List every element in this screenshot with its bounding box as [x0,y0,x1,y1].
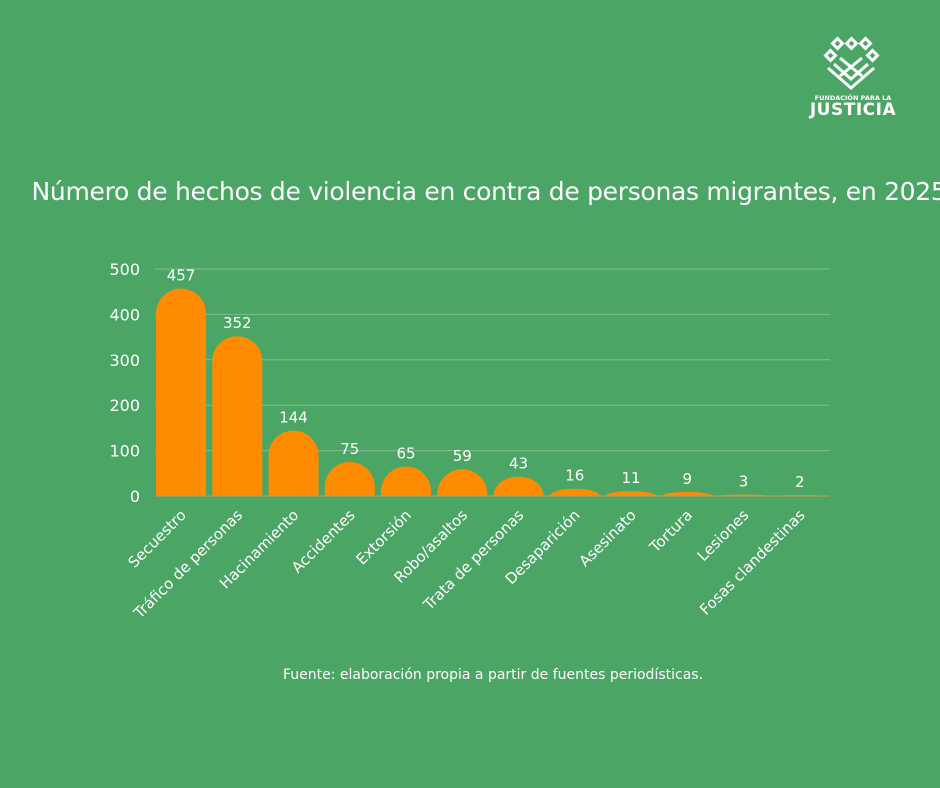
y-tick-label: 500 [109,260,140,279]
x-tick-label: Tráfico de personas [130,506,247,623]
bar [774,495,825,496]
y-tick-label: 400 [109,305,140,324]
logo-text-line2: JUSTICIA [809,100,897,120]
bar [718,494,769,496]
logo: FUNDACIÓN PARA LA JUSTICIA [808,36,898,126]
data-label: 457 [167,267,196,285]
x-tick-label: Lesiones [694,506,753,565]
data-label: 3 [739,473,749,491]
x-tick-label: Asesinato [575,506,639,570]
data-label: 352 [223,314,252,332]
bar [493,476,544,496]
source-note: Fuente: elaboración propia a partir de f… [282,667,704,683]
y-tick-label: 300 [109,351,140,370]
data-label: 9 [683,470,693,488]
data-label: 11 [621,469,640,487]
y-tick-label: 0 [130,487,140,506]
logo-icon [823,36,880,90]
bar [437,469,488,496]
logo-text-line1: FUNDACIÓN PARA LA [814,94,892,102]
bar [156,288,207,496]
y-tick-label: 200 [109,396,140,415]
y-tick-label: 100 [109,442,140,461]
bar [212,336,263,496]
data-label: 75 [340,440,359,458]
x-tick-label: Trata de personas [419,506,527,614]
bar [662,491,713,496]
bar [549,488,600,496]
x-tick-label: Tortura [645,506,696,557]
bar [381,466,432,496]
bar [324,461,375,496]
data-label: 65 [396,444,415,462]
data-label: 2 [795,473,805,491]
data-label: 59 [453,447,472,465]
data-label: 43 [509,454,528,472]
bar [268,430,319,496]
data-label: 144 [279,409,308,427]
x-tick-label: Fosas clandestinas [696,506,809,619]
chart-title: Número de hechos de violencia en contra … [31,177,940,206]
bar [606,491,657,496]
data-label: 16 [565,467,584,485]
